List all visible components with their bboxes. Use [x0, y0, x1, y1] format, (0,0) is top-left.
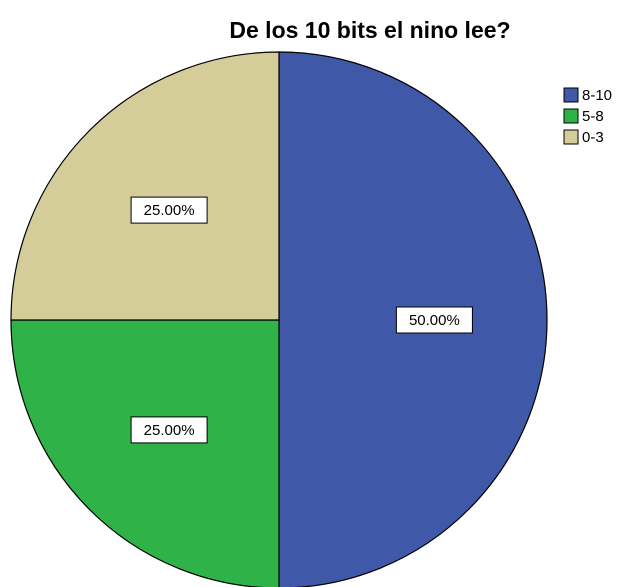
data-label-0-3: 25.00%	[130, 196, 208, 224]
legend-swatch	[563, 129, 579, 145]
legend-item-8-10: 8-10	[563, 87, 612, 104]
svg-text:25.00%: 25.00%	[144, 202, 195, 219]
pie-slice-0-3	[10, 51, 280, 321]
legend-item-0-3: 0-3	[563, 129, 604, 146]
legend-label: 8-10	[582, 87, 612, 104]
pie-data-labels: 50.00% 25.00% 25.00%	[130, 196, 473, 444]
chart-title: De los 10 bits el nino lee?	[229, 17, 510, 43]
data-label-8-10: 50.00%	[395, 306, 473, 334]
legend-label: 0-3	[582, 129, 604, 146]
svg-text:50.00%: 50.00%	[409, 312, 460, 329]
legend-swatch	[563, 108, 579, 124]
legend-item-5-8: 5-8	[563, 108, 604, 125]
svg-text:25.00%: 25.00%	[144, 422, 195, 439]
pie-slice-5-8	[10, 319, 280, 587]
data-label-5-8: 25.00%	[130, 416, 208, 444]
legend: 8-10 5-8 0-3	[563, 87, 612, 146]
legend-label: 5-8	[582, 108, 604, 125]
legend-swatch	[563, 87, 579, 103]
